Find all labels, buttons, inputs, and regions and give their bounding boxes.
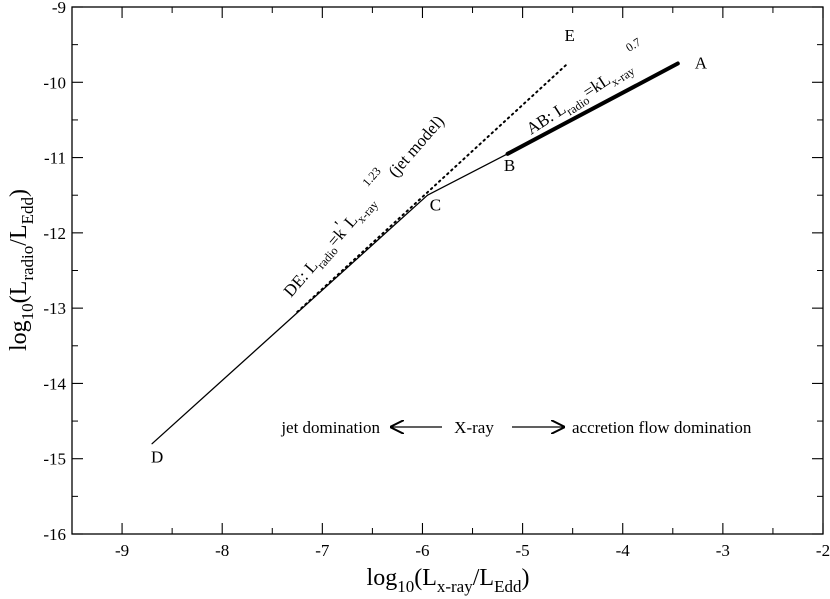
y-tick-label: -11 bbox=[44, 149, 66, 168]
line-segment bbox=[426, 153, 509, 196]
plot-frame bbox=[71, 6, 824, 535]
point-label-d: D bbox=[151, 447, 163, 466]
y-tick-label: -15 bbox=[43, 450, 66, 469]
tick-labels: -9 -8 -7 -6 -5 -4 -3 -2 -16 -15 -14 -13 -12 -11 -10 -9 bbox=[43, 0, 830, 560]
series-layer bbox=[151, 61, 680, 445]
y-tick-label: -9 bbox=[52, 0, 66, 17]
y-tick-label: -16 bbox=[43, 525, 66, 544]
y-tick-label: -13 bbox=[43, 299, 66, 318]
line-segment-ab bbox=[505, 61, 680, 156]
point-labels: A B C D E bbox=[151, 26, 708, 467]
axis-ticks bbox=[71, 6, 824, 535]
point-label-b: B bbox=[504, 156, 515, 175]
line-segment bbox=[151, 194, 429, 445]
annotation-accretion-flow: accretion flow domination bbox=[572, 418, 752, 437]
line-segment-jet-model bbox=[296, 62, 569, 313]
y-axis-title: log10(Lradio/LEdd) bbox=[6, 189, 37, 351]
y-tick-label: -10 bbox=[43, 73, 66, 92]
point-label-c: C bbox=[430, 195, 441, 214]
x-axis-title: log10(Lx-ray/LEdd) bbox=[367, 565, 530, 596]
x-tick-label: -2 bbox=[816, 541, 830, 560]
point-label-e: E bbox=[564, 26, 574, 45]
x-tick-label: -8 bbox=[215, 541, 229, 560]
x-tick-label: -3 bbox=[716, 541, 730, 560]
y-tick-label: -12 bbox=[43, 224, 66, 243]
annotation-x-ray: X-ray bbox=[454, 418, 494, 437]
annotation-jet-domination: jet domination bbox=[280, 418, 380, 437]
x-tick-label: -9 bbox=[115, 541, 129, 560]
x-tick-label: -7 bbox=[315, 541, 330, 560]
x-tick-label: -4 bbox=[616, 541, 631, 560]
x-tick-label: -6 bbox=[415, 541, 429, 560]
x-tick-label: -5 bbox=[516, 541, 530, 560]
y-tick-label: -14 bbox=[43, 374, 66, 393]
de-annotation: DE: Lradio=k' Lx-ray1.23 (jet model) bbox=[271, 104, 451, 303]
point-label-a: A bbox=[695, 54, 708, 73]
